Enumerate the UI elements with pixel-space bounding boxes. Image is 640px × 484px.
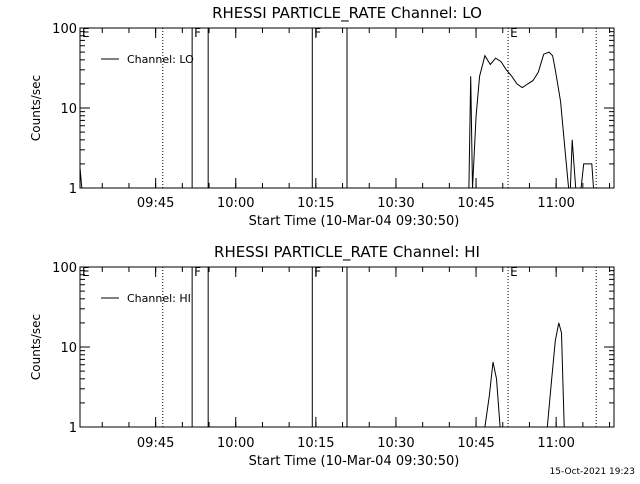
- x-tick-label: 10:15: [297, 196, 334, 211]
- x-tick-label: 09:45: [137, 436, 174, 451]
- x-tick-label: 11:00: [537, 196, 574, 211]
- chart-panel-hi: RHESSI PARTICLE_RATE Channel: HI Counts/s…: [29, 243, 615, 469]
- event-marker-label: E: [82, 265, 90, 279]
- x-tick-label: 10:15: [297, 436, 334, 451]
- event-marker-label: F: [194, 265, 201, 279]
- y-axis-label: Counts/sec: [29, 314, 43, 380]
- y-axis-label: Counts/sec: [29, 75, 43, 141]
- x-tick-label: 10:45: [457, 436, 494, 451]
- chart-title: RHESSI PARTICLE_RATE Channel: LO: [212, 4, 482, 23]
- event-marker-label: E: [82, 26, 90, 40]
- y-tick-label: 10: [60, 341, 77, 356]
- chart-title: RHESSI PARTICLE_RATE Channel: HI: [214, 243, 480, 262]
- x-tick-label: 10:00: [217, 436, 254, 451]
- series-line: [79, 51, 594, 189]
- x-tick-label: 09:45: [137, 196, 174, 211]
- x-tick-label: 10:45: [457, 196, 494, 211]
- x-tick-label: 10:30: [377, 196, 414, 211]
- x-tick-label: 10:30: [377, 436, 414, 451]
- event-marker-label: F: [194, 26, 201, 40]
- x-axis-label: Start Time (10-Mar-04 09:30:50): [249, 214, 460, 229]
- x-tick-label: 11:00: [537, 436, 574, 451]
- event-marker-label: F: [314, 26, 321, 40]
- legend-entry: Channel: LO: [127, 53, 194, 66]
- x-tick-label: 10:00: [217, 196, 254, 211]
- y-tick-label: 1: [69, 182, 77, 197]
- chart-panel-lo: RHESSI PARTICLE_RATE Channel: LO Counts/s…: [29, 4, 615, 229]
- x-axis-label: Start Time (10-Mar-04 09:30:50): [249, 454, 460, 469]
- y-tick-label: 100: [52, 22, 77, 37]
- y-tick-label: 10: [60, 102, 77, 117]
- legend-entry: Channel: HI: [127, 292, 191, 305]
- y-tick-label: 100: [52, 261, 77, 276]
- y-tick-label: 1: [69, 421, 77, 436]
- event-marker-label: E: [510, 26, 518, 40]
- timestamp-label: 15-Oct-2021 19:23: [550, 467, 635, 477]
- series-line: [484, 322, 565, 428]
- event-marker-label: F: [314, 265, 321, 279]
- event-marker-label: E: [510, 265, 518, 279]
